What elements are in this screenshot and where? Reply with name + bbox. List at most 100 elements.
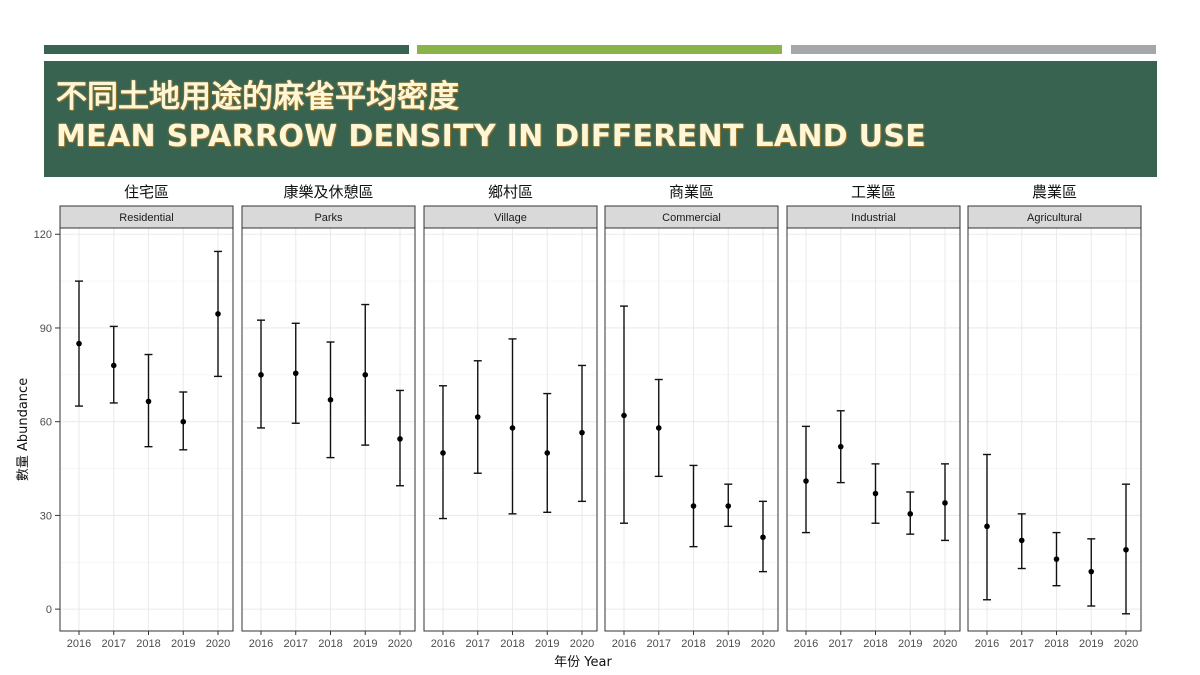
mean-point bbox=[180, 418, 187, 425]
mean-point bbox=[984, 523, 990, 530]
x-tick-label: 2018 bbox=[1044, 638, 1068, 650]
mean-point bbox=[110, 362, 117, 369]
mean-point bbox=[76, 340, 82, 347]
mean-point bbox=[655, 425, 662, 431]
x-tick-label: 2016 bbox=[67, 638, 91, 650]
facet-strip-label: Parks bbox=[314, 212, 343, 224]
accent-bar-light-green bbox=[417, 45, 782, 54]
mean-point bbox=[1018, 537, 1025, 544]
mean-point bbox=[544, 450, 551, 456]
x-tick-label: 2019 bbox=[898, 638, 922, 650]
x-tick-label: 2018 bbox=[500, 638, 524, 650]
facet-strip-label: Agricultural bbox=[1027, 212, 1082, 224]
y-tick-label: 30 bbox=[40, 510, 52, 522]
facet-panel-commercial: 商業區 Commercial 2016 2017 2018 2019 2020 bbox=[604, 183, 779, 650]
panel-border bbox=[604, 227, 779, 632]
mean-point bbox=[509, 425, 516, 431]
panel-background bbox=[60, 228, 233, 631]
panel-border bbox=[423, 227, 598, 632]
facet-panel-industrial: 工業區 Industrial 2016 2017 2018 2019 2020 bbox=[786, 183, 961, 650]
panel-background bbox=[968, 228, 1141, 631]
title-chinese: 不同土地用途的麻雀平均密度 bbox=[56, 79, 459, 115]
panel-chinese-label: 農業區 bbox=[1032, 183, 1077, 201]
x-tick-label: 2020 bbox=[388, 638, 412, 650]
x-tick-label: 2018 bbox=[681, 638, 705, 650]
mean-point bbox=[397, 436, 403, 442]
mean-point bbox=[145, 398, 152, 405]
accent-bar-gray bbox=[791, 45, 1156, 54]
x-tick-label: 2019 bbox=[353, 638, 377, 650]
x-tick-label: 2016 bbox=[249, 638, 273, 650]
x-tick-label: 2020 bbox=[570, 638, 594, 650]
x-tick-label: 2016 bbox=[612, 638, 636, 650]
panel-border bbox=[241, 227, 416, 632]
x-tick-label: 2017 bbox=[466, 638, 490, 650]
panel-background bbox=[242, 228, 415, 631]
title-english: MEAN SPARROW DENSITY IN DIFFERENT LAND U… bbox=[56, 119, 927, 154]
x-tick-label: 2016 bbox=[975, 638, 999, 650]
y-tick-label: 90 bbox=[40, 323, 52, 335]
mean-point bbox=[907, 511, 914, 517]
facet-strip-label: Residential bbox=[119, 212, 173, 224]
mean-point bbox=[621, 412, 627, 419]
mean-point bbox=[803, 478, 809, 484]
mean-point bbox=[579, 429, 585, 436]
panel-background bbox=[787, 228, 960, 631]
y-tick-label: 60 bbox=[40, 417, 52, 429]
x-tick-label: 2018 bbox=[863, 638, 887, 650]
x-tick-label: 2018 bbox=[136, 638, 160, 650]
mean-point bbox=[474, 414, 481, 420]
x-tick-label: 2019 bbox=[716, 638, 740, 650]
panel-chinese-label: 工業區 bbox=[851, 183, 896, 201]
mean-point bbox=[1123, 546, 1129, 553]
mean-point bbox=[1088, 568, 1095, 575]
panel-border bbox=[59, 227, 234, 632]
mean-point bbox=[872, 490, 879, 497]
facet-strip-label: Village bbox=[494, 212, 527, 224]
x-tick-label: 2018 bbox=[318, 638, 342, 650]
mean-point bbox=[942, 500, 948, 506]
x-tick-label: 2017 bbox=[1010, 638, 1034, 650]
y-axis-title: 數量 Abundance bbox=[16, 378, 31, 481]
title-banner: 不同土地用途的麻雀平均密度 MEAN SPARROW DENSITY IN DI… bbox=[44, 61, 1157, 177]
accent-bar-dark-green bbox=[44, 45, 409, 54]
mean-point bbox=[760, 534, 766, 541]
mean-point bbox=[725, 503, 732, 509]
x-tick-label: 2017 bbox=[284, 638, 308, 650]
mean-point bbox=[258, 372, 264, 378]
panel-border bbox=[967, 227, 1142, 632]
y-tick-label: 0 bbox=[46, 604, 52, 616]
facet-panel-agricultural: 農業區 Agricultural 2016 2017 2018 2019 2020 bbox=[967, 183, 1142, 650]
panel-chinese-label: 康樂及休憩區 bbox=[283, 183, 373, 201]
facet-panel-residential: 住宅區 Residential 2016 2017 2018 2019 2020 bbox=[59, 183, 234, 650]
mean-point bbox=[690, 503, 697, 509]
panel-chinese-label: 住宅區 bbox=[124, 183, 169, 201]
x-tick-label: 2016 bbox=[794, 638, 818, 650]
x-tick-label: 2019 bbox=[535, 638, 559, 650]
x-tick-label: 2020 bbox=[933, 638, 957, 650]
mean-point bbox=[292, 370, 299, 377]
y-tick-label: 120 bbox=[34, 229, 52, 241]
x-tick-label: 2020 bbox=[206, 638, 230, 650]
x-axis-title: 年份 Year bbox=[554, 655, 612, 670]
facet-panel-parks: 康樂及休憩區 Parks 2016 2017 2018 2019 2020 bbox=[241, 183, 416, 650]
mean-point bbox=[362, 372, 369, 378]
x-tick-label: 2017 bbox=[829, 638, 853, 650]
panel-chinese-label: 商業區 bbox=[669, 183, 714, 201]
x-tick-label: 2020 bbox=[1114, 638, 1138, 650]
mean-point bbox=[837, 443, 844, 450]
mean-point bbox=[215, 311, 221, 317]
facet-strip-label: Commercial bbox=[662, 212, 721, 224]
x-tick-label: 2016 bbox=[431, 638, 455, 650]
mean-point bbox=[327, 397, 334, 403]
mean-point bbox=[1053, 556, 1060, 562]
x-tick-label: 2017 bbox=[647, 638, 671, 650]
panel-border bbox=[786, 227, 961, 632]
x-tick-label: 2020 bbox=[751, 638, 775, 650]
x-tick-label: 2019 bbox=[171, 638, 195, 650]
mean-point bbox=[440, 450, 446, 456]
facet-strip-label: Industrial bbox=[851, 212, 896, 224]
panel-background bbox=[605, 228, 778, 631]
facet-panel-village: 鄉村區 Village 2016 2017 2018 2019 2020 bbox=[423, 183, 598, 650]
